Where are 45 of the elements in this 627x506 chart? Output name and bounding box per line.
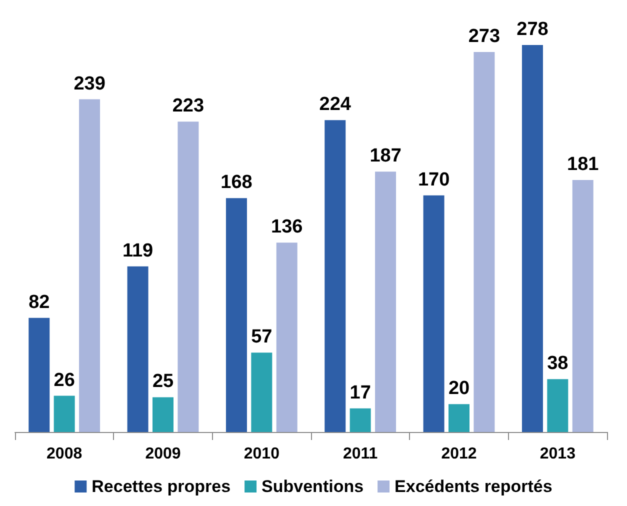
- bar: [350, 408, 371, 432]
- bar: [226, 198, 247, 432]
- x-tick-label: 2012: [441, 446, 477, 462]
- data-label: 223: [172, 96, 204, 117]
- data-label: 20: [448, 378, 470, 400]
- data-label: 57: [251, 326, 272, 348]
- data-label: 181: [567, 154, 600, 176]
- bar: [423, 195, 444, 432]
- data-label: 38: [547, 353, 568, 374]
- bar: [276, 242, 298, 432]
- bar: [375, 172, 396, 432]
- bar: [324, 120, 346, 432]
- bar: [448, 404, 470, 432]
- x-tick-label: 2009: [145, 446, 181, 462]
- data-label: 224: [319, 94, 352, 116]
- legend-label: Subventions: [262, 477, 364, 496]
- bar: [251, 352, 272, 432]
- data-label: 239: [74, 73, 106, 94]
- data-label: 25: [152, 371, 174, 392]
- data-label: 82: [28, 292, 50, 313]
- bar: [522, 45, 543, 432]
- data-label: 136: [271, 216, 303, 238]
- data-label: 26: [54, 370, 75, 391]
- bar: [54, 396, 75, 432]
- legend-label: Excédents reportés: [394, 477, 552, 496]
- bar: [572, 180, 594, 432]
- bar: [474, 52, 495, 432]
- legend-label: Recettes propres: [92, 477, 231, 496]
- bar: [28, 318, 50, 432]
- data-label: 278: [516, 19, 548, 40]
- x-tick-label: 2008: [46, 446, 82, 462]
- data-label: 187: [370, 146, 402, 167]
- data-label: 168: [220, 172, 252, 194]
- x-tick-label: 2010: [244, 446, 280, 462]
- bar: [152, 397, 174, 432]
- bar: [127, 266, 148, 432]
- bar: [547, 379, 568, 432]
- x-tick-label: 2011: [342, 446, 378, 462]
- data-label: 170: [418, 169, 450, 190]
- bar: [79, 99, 100, 432]
- data-label: 273: [468, 26, 500, 47]
- x-tick-label: 2013: [540, 446, 576, 462]
- bar: [178, 122, 199, 432]
- data-label: 17: [350, 382, 371, 404]
- data-label: 119: [122, 240, 154, 262]
